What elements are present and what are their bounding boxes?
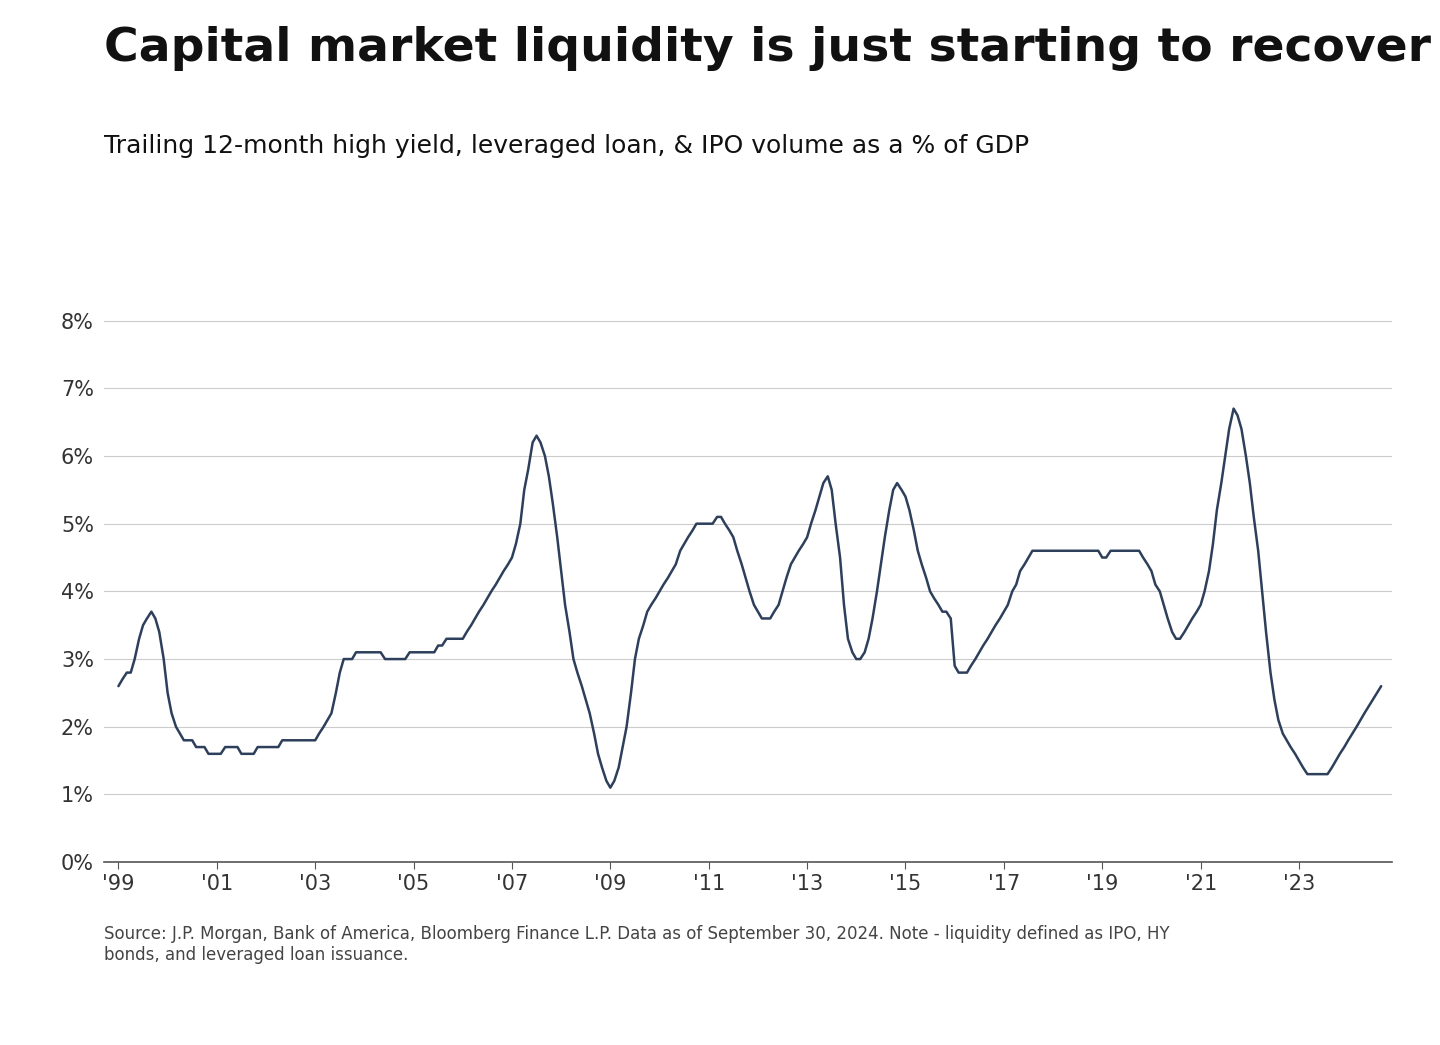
Text: Trailing 12-month high yield, leveraged loan, & IPO volume as a % of GDP: Trailing 12-month high yield, leveraged … [104,134,1028,158]
Text: Capital market liquidity is just starting to recover: Capital market liquidity is just startin… [104,26,1431,71]
Text: Source: J.P. Morgan, Bank of America, Bloomberg Finance L.P. Data as of Septembe: Source: J.P. Morgan, Bank of America, Bl… [104,925,1169,963]
